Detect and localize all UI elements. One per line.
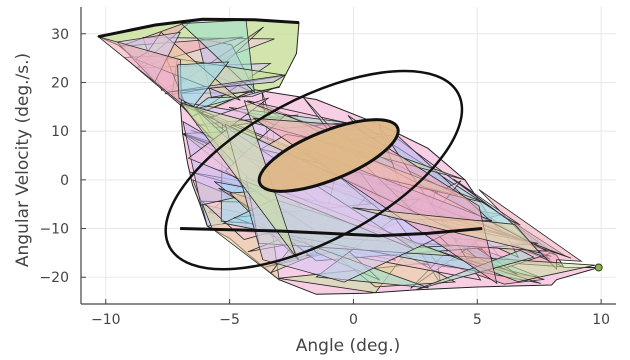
y-tick-label: −10 (39, 222, 69, 238)
region-facet (453, 178, 521, 226)
x-tick-label: 0 (349, 312, 358, 328)
x-ticks: −10 −5 0 5 10 (91, 299, 610, 328)
y-tick-label: 10 (51, 124, 69, 140)
boundary-curve (180, 227, 483, 238)
end-point-marker (594, 263, 603, 272)
region-facet (177, 61, 230, 107)
x-tick-label: −5 (219, 312, 240, 328)
y-ticks: −20 −10 0 10 20 30 (39, 27, 86, 286)
y-tick-label: 0 (60, 173, 69, 189)
x-tick-label: 5 (473, 312, 482, 328)
x-tick-label: −10 (91, 312, 121, 328)
x-axis-label: Angle (deg.) (296, 336, 401, 356)
y-tick-label: −20 (39, 270, 69, 286)
region-facet (415, 249, 535, 291)
axes (80, 7, 616, 305)
y-axis-label: Angular Velocity (deg./s.) (13, 53, 33, 267)
reachable-region (96, 17, 603, 295)
y-tick-label: 20 (51, 75, 69, 91)
y-tick-label: 30 (51, 27, 69, 43)
boundary-curve (97, 17, 300, 39)
invariant-ellipse (257, 118, 400, 193)
x-tick-label: 10 (592, 312, 610, 328)
